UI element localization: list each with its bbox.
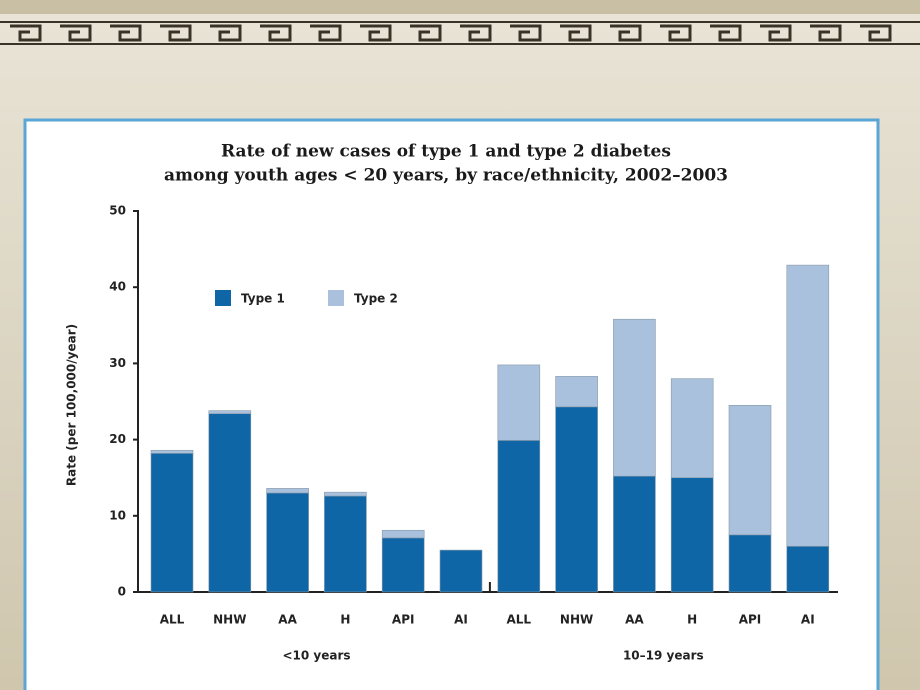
- x-tick-label: API: [739, 613, 762, 627]
- bar-segment: [266, 492, 309, 593]
- x-tick-label: AA: [278, 613, 297, 627]
- bar-segment: [208, 410, 252, 414]
- y-tick-label: 20: [109, 432, 126, 446]
- bar-segment: [613, 475, 656, 593]
- chart-panel: [23, 118, 880, 690]
- bar-segment: [613, 318, 656, 477]
- legend-label: Type 2: [354, 292, 398, 306]
- x-tick-label: NHW: [213, 613, 246, 627]
- y-tick-label: 30: [109, 356, 126, 370]
- chart-title: among youth ages < 20 years, by race/eth…: [164, 166, 728, 186]
- bar-segment: [439, 549, 483, 593]
- bar-segment: [786, 264, 830, 547]
- bar-segment: [497, 364, 541, 441]
- bar-segment: [670, 378, 714, 479]
- x-tick-label: NHW: [560, 613, 593, 627]
- x-tick-label: ALL: [160, 613, 185, 627]
- decorative-border: [0, 0, 920, 45]
- x-tick-label: H: [340, 613, 350, 627]
- bar-segment: [150, 453, 194, 593]
- bar-segment: [381, 529, 425, 539]
- bar-segment: [555, 376, 598, 408]
- x-tick-label: API: [392, 613, 415, 627]
- bar-segment: [555, 406, 598, 593]
- legend-swatch: [215, 290, 231, 306]
- x-tick-label: AA: [625, 613, 644, 627]
- x-tick-label: AI: [801, 613, 815, 627]
- y-tick-label: 40: [109, 280, 126, 294]
- bar-segment: [497, 440, 541, 593]
- x-tick-label: H: [687, 613, 697, 627]
- x-group-label: 10–19 years: [623, 649, 704, 663]
- y-tick-label: 10: [109, 508, 126, 522]
- bar-segment: [381, 537, 425, 593]
- bar-segment: [786, 545, 830, 593]
- bar-segment: [728, 405, 772, 536]
- bar-segment: [150, 449, 194, 454]
- bar-segment: [324, 491, 367, 497]
- bar-segment: [670, 477, 714, 593]
- chart-title: Rate of new cases of type 1 and type 2 d…: [221, 142, 671, 162]
- y-tick-label: 0: [118, 585, 126, 599]
- x-group-label: <10 years: [282, 649, 350, 663]
- y-tick-label: 50: [109, 204, 126, 218]
- bar-segment: [324, 495, 367, 593]
- legend-swatch: [328, 290, 344, 306]
- y-axis-label: Rate (per 100,000/year): [65, 324, 79, 486]
- x-tick-label: AI: [454, 613, 468, 627]
- x-tick-label: ALL: [507, 613, 532, 627]
- bar-segment: [266, 488, 309, 494]
- bar-segment: [728, 534, 772, 593]
- bar-segment: [208, 413, 252, 593]
- legend-label: Type 1: [241, 292, 285, 306]
